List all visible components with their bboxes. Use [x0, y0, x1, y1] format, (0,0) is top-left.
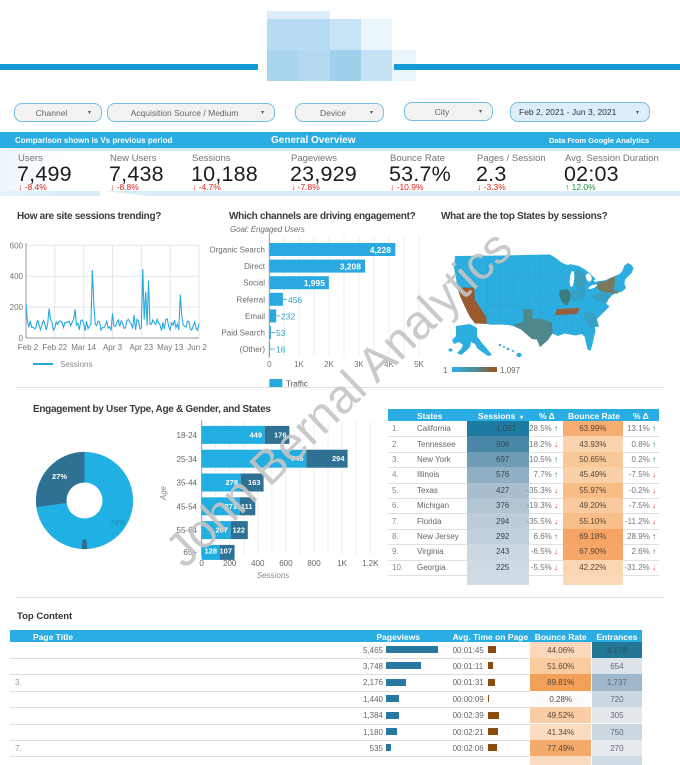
svg-text:271: 271	[224, 502, 237, 511]
svg-text:Jun 2: Jun 2	[187, 343, 207, 352]
svg-text:73%: 73%	[110, 518, 125, 527]
svg-text:Apr 3: Apr 3	[103, 343, 123, 352]
svg-text:Sessions: Sessions	[60, 360, 92, 369]
svg-text:Email: Email	[245, 312, 265, 321]
svg-text:65+: 65+	[183, 548, 197, 557]
svg-text:45-54: 45-54	[177, 502, 198, 511]
svg-text:1,995: 1,995	[304, 278, 326, 288]
svg-text:Paid Search: Paid Search	[221, 329, 265, 338]
svg-text:16: 16	[276, 345, 286, 355]
svg-text:Sessions: Sessions	[257, 571, 289, 580]
svg-text:200: 200	[223, 559, 237, 568]
svg-text:3K: 3K	[354, 360, 364, 369]
svg-text:2K: 2K	[324, 360, 334, 369]
svg-text:207: 207	[215, 526, 228, 535]
svg-text:0: 0	[199, 559, 204, 568]
svg-text:111: 111	[241, 502, 253, 511]
svg-text:Feb 22: Feb 22	[42, 343, 67, 352]
svg-text:May 13: May 13	[157, 343, 184, 352]
svg-text:1K: 1K	[337, 559, 347, 568]
svg-text:3,208: 3,208	[340, 262, 362, 272]
svg-text:200: 200	[10, 303, 24, 312]
svg-text:232: 232	[281, 311, 295, 321]
svg-text:4K: 4K	[384, 360, 394, 369]
svg-text:18-24: 18-24	[177, 431, 198, 440]
svg-text:1.2K: 1.2K	[362, 559, 379, 568]
svg-text:0: 0	[19, 334, 24, 343]
svg-text:Direct: Direct	[244, 262, 266, 271]
svg-text:163: 163	[248, 478, 261, 487]
svg-text:4,228: 4,228	[370, 245, 392, 255]
svg-text:176: 176	[274, 430, 287, 439]
svg-text:27%: 27%	[52, 472, 67, 481]
svg-text:Mar 14: Mar 14	[71, 343, 96, 352]
svg-text:128: 128	[204, 546, 217, 555]
svg-text:0: 0	[267, 360, 272, 369]
svg-text:400: 400	[10, 272, 24, 281]
svg-text:278: 278	[225, 478, 238, 487]
svg-text:456: 456	[288, 295, 302, 305]
svg-text:745: 745	[291, 454, 304, 463]
svg-text:449: 449	[249, 430, 262, 439]
svg-text:Social: Social	[243, 279, 265, 288]
svg-text:55-64: 55-64	[177, 526, 198, 535]
svg-text:107: 107	[219, 546, 232, 555]
svg-text:Organic Search: Organic Search	[209, 246, 265, 255]
svg-text:294: 294	[332, 454, 345, 463]
svg-text:Age: Age	[159, 485, 168, 501]
svg-text:400: 400	[251, 559, 265, 568]
svg-text:35-44: 35-44	[177, 479, 198, 488]
svg-text:800: 800	[307, 559, 321, 568]
svg-text:Traffic: Traffic	[286, 380, 308, 389]
svg-text:Feb 2: Feb 2	[18, 343, 39, 352]
svg-text:25-34: 25-34	[177, 455, 198, 464]
svg-text:600: 600	[10, 241, 24, 250]
svg-text:Apr 23: Apr 23	[130, 343, 154, 352]
svg-text:600: 600	[279, 559, 293, 568]
svg-text:53: 53	[276, 328, 286, 338]
svg-text:1K: 1K	[294, 360, 304, 369]
svg-text:122: 122	[232, 526, 245, 535]
svg-text:5K: 5K	[414, 360, 424, 369]
svg-text:Referral: Referral	[237, 295, 266, 304]
svg-text:(Other): (Other)	[240, 345, 266, 354]
